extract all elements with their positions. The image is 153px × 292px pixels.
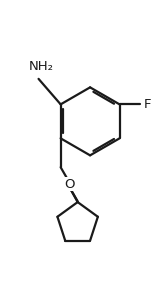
Text: NH₂: NH₂	[29, 60, 54, 73]
Text: O: O	[64, 178, 74, 191]
Text: F: F	[143, 98, 151, 111]
